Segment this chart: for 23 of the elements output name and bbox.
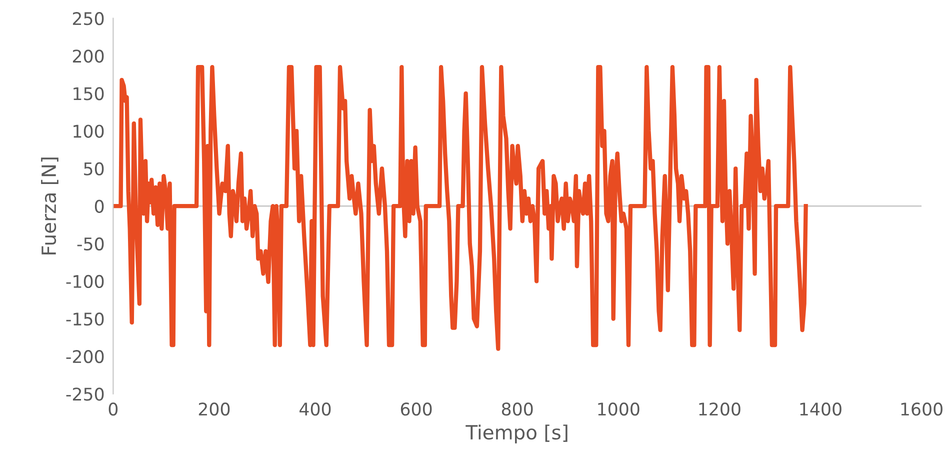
y-tick-label: 250 xyxy=(72,12,104,26)
x-tick-label: 1000 xyxy=(598,402,640,416)
x-tick-label: 800 xyxy=(502,402,533,416)
y-tick-label: -100 xyxy=(66,274,104,288)
x-tick-label: 400 xyxy=(300,402,331,416)
x-tick-label: 1600 xyxy=(901,402,942,416)
y-tick-label: 0 xyxy=(94,200,104,213)
y-tick-label: -200 xyxy=(66,350,104,364)
x-tick-label: 200 xyxy=(198,402,230,416)
y-axis-title: Fuerza [N] xyxy=(41,158,58,254)
line-series xyxy=(113,65,808,351)
x-tick-label: 0 xyxy=(108,402,118,416)
x-tick-label: 1400 xyxy=(800,402,842,416)
x-tick-label: 1200 xyxy=(699,402,740,416)
y-tick-label: -50 xyxy=(77,237,104,250)
y-tick-label: 100 xyxy=(74,124,104,138)
y-tick-label: -150 xyxy=(66,312,104,326)
y-tick-label: 50 xyxy=(84,162,104,176)
y-tick-label: 200 xyxy=(72,50,104,63)
y-tick-label: 150 xyxy=(74,87,104,100)
y-tick-label: -250 xyxy=(66,388,104,401)
x-tick-label: 600 xyxy=(400,402,432,416)
x-axis-title: Tiempo [s] xyxy=(466,424,568,444)
